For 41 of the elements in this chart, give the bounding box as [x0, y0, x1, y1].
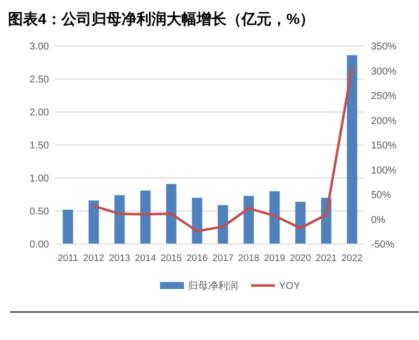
legend-label: YOY [279, 281, 300, 292]
y2-tick-label: 50% [371, 190, 392, 201]
x-tick-label: 2013 [109, 253, 130, 264]
bar [88, 200, 99, 244]
x-tick-label: 2020 [290, 253, 311, 264]
y-tick-label: 1.00 [30, 174, 50, 184]
x-tick-label: 2018 [238, 253, 260, 264]
x-tick-label: 2014 [134, 253, 156, 264]
y2-tick-label: 250% [371, 91, 397, 102]
y-tick-label: 0.00 [30, 240, 50, 250]
y-tick-label: 2.00 [30, 108, 50, 118]
chart-title: 图表4：公司归母净利润大幅增长（亿元，%） [8, 10, 315, 28]
x-tick-label: 2011 [58, 253, 78, 264]
x-tick-label: 2021 [316, 253, 337, 264]
y2-tick-label: 150% [371, 140, 397, 152]
x-tick-label: 2019 [264, 253, 286, 264]
x-tick-label: 2017 [212, 253, 234, 264]
y2-tick-label: 100% [371, 165, 397, 176]
bar [346, 55, 358, 244]
bar [114, 195, 125, 244]
bar [244, 196, 254, 244]
x-tick-label: 2015 [160, 253, 182, 264]
bar [140, 190, 151, 244]
legend-label: 归母净利润 [188, 280, 238, 292]
line-series [92, 66, 354, 232]
bar [269, 191, 280, 244]
x-tick-label: 2012 [83, 253, 104, 264]
y2-tick-label: 300% [371, 66, 397, 78]
y-tick-label: 1.50 [30, 140, 50, 152]
y-tick-label: 0.50 [30, 206, 50, 218]
bar [192, 198, 202, 244]
x-tick-label: 2016 [186, 253, 208, 264]
y-tick-label: 3.00 [30, 42, 50, 52]
y2-tick-label: -50% [371, 240, 394, 250]
y2-tick-label: 200% [371, 116, 397, 127]
bar [166, 184, 176, 244]
y2-tick-label: 350% [371, 42, 397, 52]
x-tick-label: 2022 [342, 253, 363, 264]
bar [62, 210, 74, 244]
y2-tick-label: 0% [371, 214, 386, 226]
y-tick-label: 2.50 [30, 74, 50, 86]
